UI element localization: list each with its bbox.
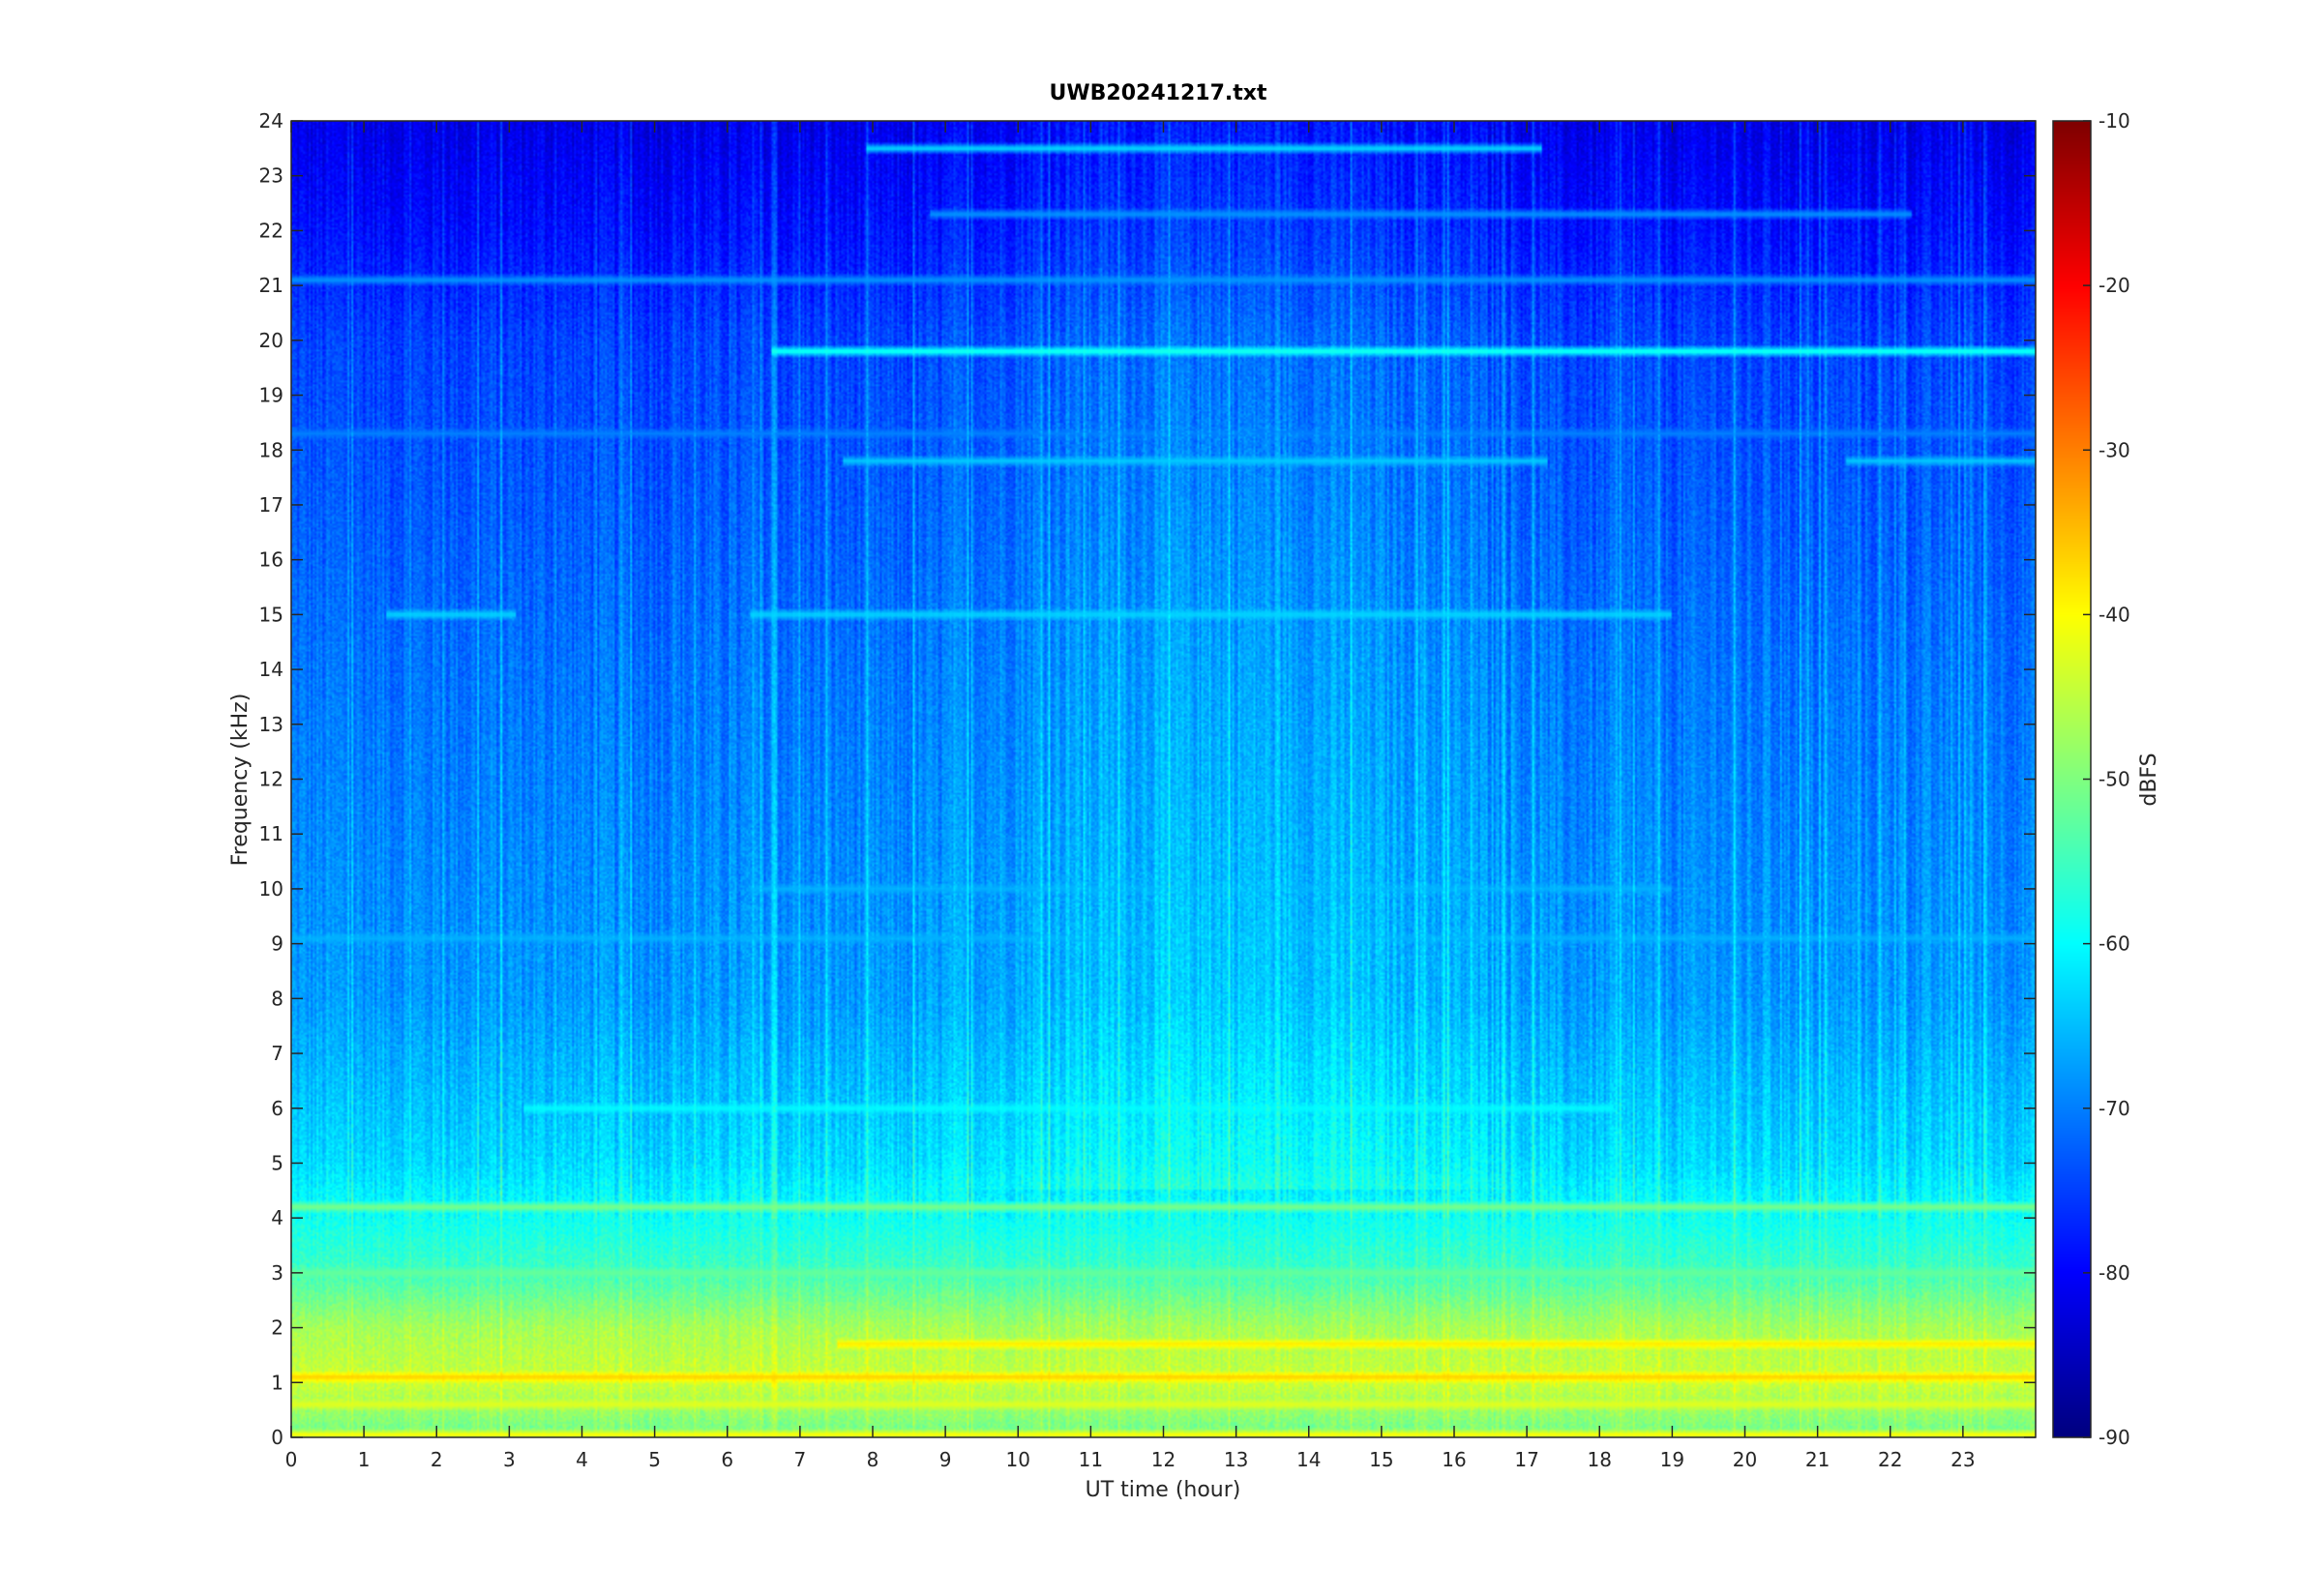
y-tick-label: 1 [271,1371,283,1394]
x-tick-label: 20 [1733,1448,1757,1471]
y-tick-label: 14 [259,658,283,681]
y-tick-label: 4 [271,1206,283,1229]
x-tick-label: 9 [939,1448,952,1471]
x-tick-label: 14 [1296,1448,1321,1471]
y-tick-label: 0 [271,1426,283,1449]
y-tick-label: 9 [271,932,283,956]
x-tick-label: 3 [503,1448,516,1471]
spectrogram-heatmap [291,121,2036,1437]
x-tick-label: 4 [576,1448,588,1471]
y-tick-label: 13 [259,713,283,736]
colorbar-tick-label: -10 [2099,109,2130,133]
y-tick-label: 17 [259,493,283,517]
colorbar-label: dBFS [2137,753,2161,806]
y-tick-label: 11 [259,822,283,845]
x-axis: 0 1 2 3 4 5 6 7 8 9 10 11 12 13 14 15 16 17 18 19 20 21 22 23 [285,121,1976,1471]
x-tick-label: 18 [1588,1448,1612,1471]
y-tick-label: 23 [259,164,283,188]
x-tick-label: 10 [1006,1448,1030,1471]
x-tick-label: 11 [1079,1448,1103,1471]
y-tick-label: 24 [259,109,283,133]
y-tick-label: 19 [259,384,283,407]
chart-title: UWB20241217.txt [1050,81,1267,105]
y-tick-label: 10 [259,877,283,901]
colorbar-tick-label: -50 [2099,768,2130,791]
colorbar-tick-label: -60 [2099,932,2130,956]
y-tick-label: 8 [271,987,283,1010]
y-tick-label: 12 [259,768,283,791]
y-axis-label: Frequency (kHz) [228,694,253,867]
y-tick-label: 18 [259,438,283,461]
x-tick-label: 19 [1660,1448,1684,1471]
y-tick-label: 6 [271,1097,283,1120]
x-tick-label: 22 [1878,1448,1902,1471]
y-tick-label: 21 [259,274,283,297]
x-tick-label: 12 [1151,1448,1176,1471]
y-tick-label: 2 [271,1316,283,1340]
x-tick-label: 15 [1369,1448,1393,1471]
x-tick-label: 13 [1224,1448,1248,1471]
y-tick-label: 5 [271,1151,283,1174]
x-tick-label: 0 [285,1448,298,1471]
colorbar-tick-label: -80 [2099,1261,2130,1285]
y-tick-label: 16 [259,548,283,572]
colorbar-tick-label: -20 [2099,274,2130,297]
colorbar-tick-label: -40 [2099,603,2130,626]
colorbar-tick-label: -90 [2099,1426,2130,1449]
x-tick-label: 23 [1950,1448,1975,1471]
colorbar-tick-label: -70 [2099,1097,2130,1120]
x-tick-label: 17 [1514,1448,1538,1471]
colorbar-tick-label: -30 [2099,438,2130,461]
y-tick-label: 20 [259,329,283,352]
y-tick-label: 15 [259,603,283,626]
spectrogram-image-container [291,121,2036,1437]
x-axis-label: UT time (hour) [1086,1478,1241,1502]
y-tick-label: 3 [271,1261,283,1285]
x-tick-label: 8 [867,1448,879,1471]
x-tick-label: 1 [358,1448,371,1471]
x-tick-label: 5 [648,1448,661,1471]
x-tick-label: 2 [431,1448,443,1471]
y-tick-label: 7 [271,1042,283,1065]
x-tick-label: 6 [721,1448,733,1471]
x-tick-label: 16 [1442,1448,1466,1471]
x-tick-label: 7 [794,1448,807,1471]
y-tick-label: 22 [259,219,283,242]
colorbar-axis: -10 -20 -30 -40 -50 -60 -70 -80 -90 [2083,109,2130,1449]
x-tick-label: 21 [1805,1448,1830,1471]
